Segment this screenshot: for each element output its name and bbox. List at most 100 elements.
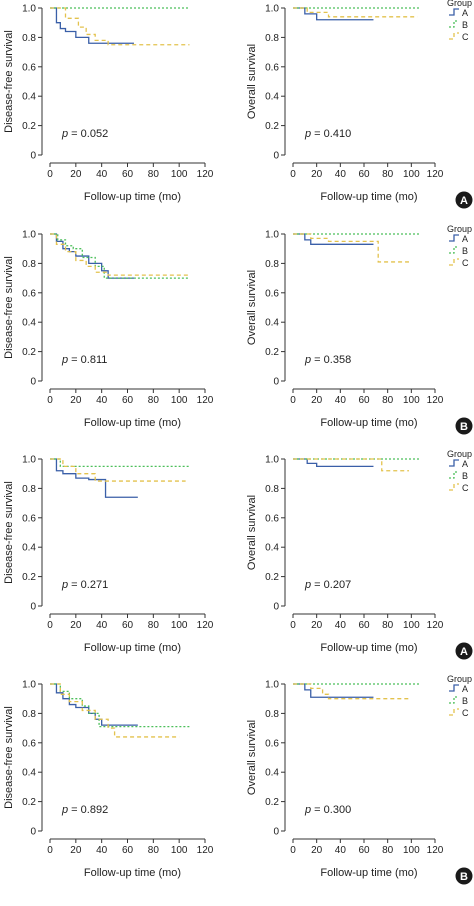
p-number: = 0.207 — [311, 579, 351, 591]
legend-title: Group — [447, 0, 472, 8]
panel-badge-circle — [455, 642, 473, 660]
p-symbol: p — [61, 579, 68, 591]
x-tick-label: 60 — [358, 845, 370, 856]
x-tick-label: 40 — [96, 169, 108, 180]
p-value-label: p = 0.271 — [61, 579, 108, 591]
x-tick-label: 60 — [358, 169, 370, 180]
x-tick-label: 120 — [197, 620, 214, 631]
x-axis-label: Follow-up time (mo) — [84, 191, 181, 203]
x-tick-label: 100 — [171, 845, 188, 856]
legend-label-a: A — [462, 8, 468, 18]
x-axis-label: Follow-up time (mo) — [320, 191, 417, 203]
series-a-line — [50, 458, 138, 498]
y-tick-label: 0 — [273, 151, 279, 162]
panel-badge: B — [455, 417, 473, 435]
x-tick-label: 100 — [403, 845, 420, 856]
p-symbol: p — [304, 579, 311, 591]
chart-4: 0 0.2 0.4 0.6 0.8 1.0 0 20 40 60 80 100 120 Follow-up… — [246, 224, 472, 429]
y-tick-label: 0 — [273, 377, 279, 388]
y-tick-label: 0.6 — [22, 513, 36, 524]
panel-badge-letter: B — [460, 871, 468, 883]
y-tick-label: 1.0 — [265, 680, 279, 691]
x-tick-label: 0 — [290, 845, 296, 856]
x-tick-label: 0 — [47, 845, 53, 856]
y-tick-label: 0.2 — [265, 347, 279, 358]
series-c-line — [50, 7, 190, 46]
p-value-label: p = 0.892 — [61, 804, 108, 816]
x-tick-label: 0 — [47, 395, 53, 406]
panel-badge-letter: B — [460, 421, 468, 433]
p-number: = 0.300 — [311, 804, 351, 816]
p-value-label: p = 0.811 — [61, 354, 107, 366]
x-axis-label: Follow-up time (mo) — [320, 417, 417, 429]
x-axis-label: Follow-up time (mo) — [320, 642, 417, 654]
legend-title: Group — [447, 224, 472, 234]
x-tick-label: 60 — [358, 620, 370, 631]
p-value-label: p = 0.300 — [304, 804, 351, 816]
series-c-line — [293, 233, 409, 263]
series-b-line — [50, 233, 190, 279]
y-tick-label: 0.8 — [265, 484, 279, 495]
x-tick-label: 100 — [403, 620, 420, 631]
x-tick-label: 100 — [171, 620, 188, 631]
x-tick-label: 20 — [311, 169, 323, 180]
x-tick-label: 120 — [427, 395, 444, 406]
y-tick-label: 1.0 — [265, 455, 279, 466]
panel-badge-letter: A — [460, 646, 468, 658]
x-tick-label: 120 — [197, 395, 214, 406]
y-tick-label: 0 — [273, 602, 279, 613]
x-axis-label: Follow-up time (mo) — [84, 417, 181, 429]
x-tick-label: 80 — [382, 845, 394, 856]
x-tick-label: 120 — [427, 169, 444, 180]
y-tick-label: 0 — [30, 151, 36, 162]
p-number: = 0.358 — [311, 354, 351, 366]
y-tick-label: 0.6 — [265, 62, 279, 73]
y-tick-label: 1.0 — [265, 230, 279, 241]
y-tick-label: 0.4 — [265, 768, 279, 779]
legend-swatch-a — [449, 684, 459, 692]
y-tick-label: 1.0 — [22, 230, 36, 241]
x-tick-label: 80 — [148, 169, 160, 180]
series-c-line — [50, 458, 186, 482]
chart-6: 0 0.2 0.4 0.6 0.8 1.0 0 20 40 60 80 100 120 Follow-up… — [246, 449, 472, 654]
x-tick-label: 40 — [335, 620, 347, 631]
x-tick-label: 20 — [311, 845, 323, 856]
y-axis-label: Overall survival — [246, 44, 258, 119]
series-a-line — [293, 233, 374, 245]
p-number: = 0.271 — [68, 579, 108, 591]
p-value-label: p = 0.207 — [304, 579, 351, 591]
x-tick-label: 0 — [290, 620, 296, 631]
y-tick-label: 0.2 — [22, 797, 36, 808]
series-a-line — [50, 683, 138, 726]
y-tick-label: 0.2 — [22, 347, 36, 358]
x-tick-label: 20 — [70, 620, 82, 631]
x-tick-label: 80 — [382, 620, 394, 631]
legend-label-c: C — [462, 32, 469, 42]
p-symbol: p — [304, 128, 311, 140]
x-tick-label: 20 — [311, 620, 323, 631]
x-tick-label: 80 — [382, 395, 394, 406]
x-tick-label: 60 — [122, 620, 134, 631]
series-c-line — [50, 233, 190, 276]
y-axis-label: Overall survival — [246, 720, 258, 795]
y-tick-label: 0.6 — [22, 288, 36, 299]
series-b-line — [50, 458, 190, 467]
x-axis-label: Follow-up time (mo) — [84, 867, 181, 879]
x-tick-label: 0 — [47, 169, 53, 180]
series-c-line — [293, 458, 409, 472]
x-tick-label: 40 — [96, 620, 108, 631]
panel-badge: A — [455, 642, 473, 660]
y-tick-label: 0.6 — [22, 738, 36, 749]
p-symbol: p — [61, 354, 68, 366]
legend-label-c: C — [462, 708, 469, 718]
y-tick-label: 0.4 — [22, 318, 36, 329]
series-a-line — [50, 233, 134, 279]
panel-badge-circle — [455, 191, 473, 209]
x-tick-label: 80 — [148, 395, 160, 406]
panel-badge-letter: A — [460, 195, 468, 207]
y-tick-label: 0.6 — [265, 513, 279, 524]
series-a-line — [293, 458, 374, 467]
